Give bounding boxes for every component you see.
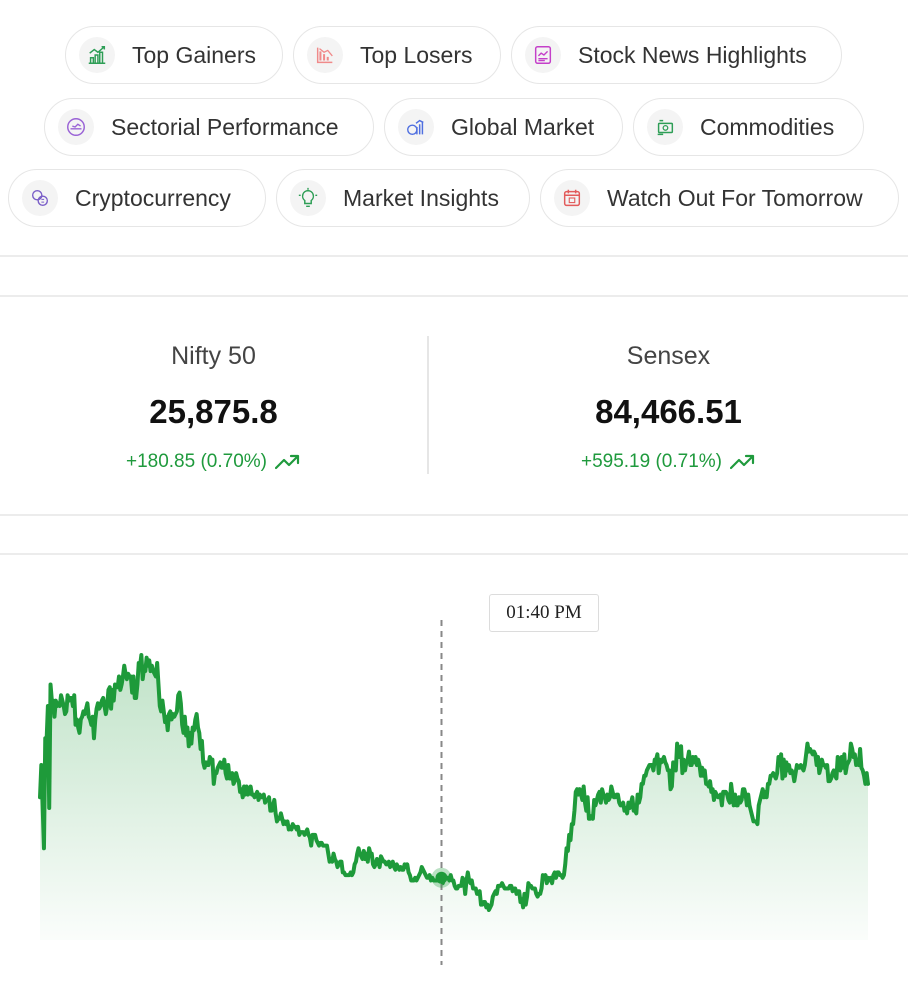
chip-watch-out-for-tomorrow[interactable]: Watch Out For Tomorrow — [540, 169, 899, 227]
chips-row-2: Sectorial Performance Global Market Comm… — [0, 98, 908, 156]
chip-label: Sectorial Performance — [111, 113, 339, 140]
divider — [0, 514, 908, 516]
chart-tooltip: 01:40 PM — [489, 594, 599, 632]
cash-icon — [647, 109, 683, 145]
chart-point-marker[interactable] — [435, 871, 448, 884]
chip-label: Stock News Highlights — [578, 41, 807, 68]
news-icon — [525, 37, 561, 73]
chip-label: Top Losers — [360, 41, 473, 68]
intraday-area-chart[interactable] — [0, 560, 908, 980]
index-change-row: +595.19 (0.71%) — [429, 451, 908, 473]
chip-global-market[interactable]: Global Market — [384, 98, 623, 156]
coins-icon — [22, 180, 58, 216]
chip-sectorial-performance[interactable]: Sectorial Performance — [44, 98, 374, 156]
index-card-nifty-50[interactable]: Nifty 50 25,875.8 +180.85 (0.70%) — [0, 336, 427, 474]
bulb-icon — [290, 180, 326, 216]
tooltip-time: 01:40 PM — [506, 602, 582, 623]
divider — [0, 295, 908, 297]
index-change: +595.19 (0.71%) — [580, 451, 722, 472]
chip-commodities[interactable]: Commodities — [633, 98, 864, 156]
divider — [0, 553, 908, 555]
divider — [0, 255, 908, 257]
bar-chart-up-icon — [79, 37, 115, 73]
chip-label: Commodities — [700, 113, 835, 140]
chart-series-line — [38, 653, 870, 912]
chip-cryptocurrency[interactable]: Cryptocurrency — [8, 169, 266, 227]
chip-label: Global Market — [451, 113, 595, 140]
chip-market-insights[interactable]: Market Insights — [276, 169, 530, 227]
chart-area-fill — [40, 655, 868, 940]
chip-label: Cryptocurrency — [75, 184, 231, 211]
index-change-row: +180.85 (0.70%) — [0, 451, 427, 473]
globe-chart-icon — [398, 109, 434, 145]
chip-stock-news-highlights[interactable]: Stock News Highlights — [511, 26, 842, 84]
index-name: Nifty 50 — [171, 342, 256, 370]
chip-top-losers[interactable]: Top Losers — [293, 26, 501, 84]
chip-label: Watch Out For Tomorrow — [607, 184, 863, 211]
chip-label: Top Gainers — [132, 41, 257, 68]
chips-row-1: Top Gainers Top Losers Stock News Highli… — [0, 26, 908, 84]
chip-top-gainers[interactable]: Top Gainers — [65, 26, 283, 84]
index-card-sensex[interactable]: Sensex 84,466.51 +595.19 (0.71%) — [429, 336, 908, 474]
chip-label: Market Insights — [343, 184, 499, 211]
chips-row-3: Cryptocurrency Market Insights Watch Out… — [0, 169, 908, 227]
bar-chart-down-icon — [307, 37, 343, 73]
index-change: +180.85 (0.70%) — [125, 451, 267, 472]
index-value: 25,875.8 — [149, 393, 278, 430]
index-value: 84,466.51 — [595, 393, 742, 430]
trending-up-icon — [730, 454, 755, 470]
trending-up-icon — [275, 454, 300, 470]
index-name: Sensex — [626, 342, 711, 370]
calendar-icon — [554, 180, 590, 216]
index-divider — [427, 336, 429, 474]
gauge-icon — [58, 109, 94, 145]
